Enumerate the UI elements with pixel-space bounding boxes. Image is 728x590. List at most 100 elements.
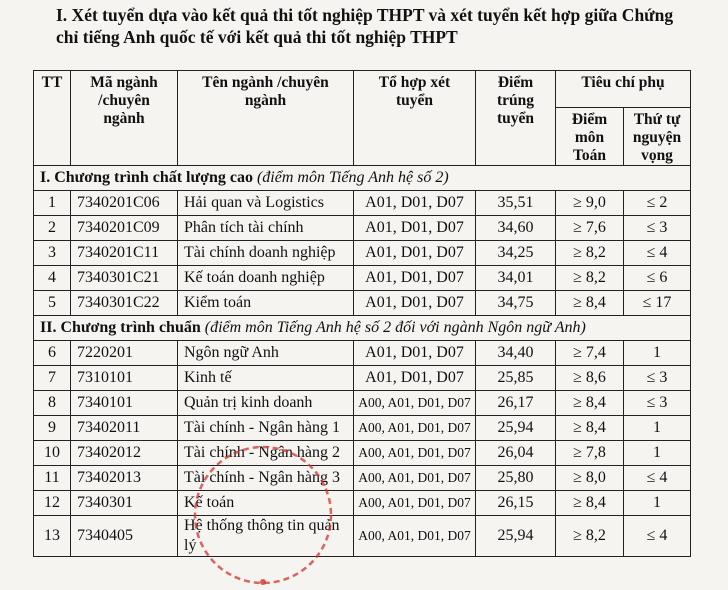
cell-score: 34,25 xyxy=(475,240,556,266)
cell-score: 34,75 xyxy=(475,290,556,316)
cell-combo: A01, D01, D07 xyxy=(353,190,476,216)
cell-combo: A01, D01, D07 xyxy=(353,340,476,366)
cell-score: 26,17 xyxy=(475,390,556,416)
cell-math: ≥ 8,4 xyxy=(555,490,624,516)
cell-tt: 12 xyxy=(33,490,71,516)
cell-combo: A01, D01, D07 xyxy=(353,215,476,241)
cell-tt: 13 xyxy=(33,515,71,557)
document-title: I. Xét tuyển dựa vào kết quả thi tốt ngh… xyxy=(56,4,706,48)
table-row: 1 7340201C06 Hải quan và Logistics A01, D01… xyxy=(33,190,692,216)
cell-score: 25,94 xyxy=(475,415,556,441)
cell-code: 73402013 xyxy=(70,465,178,491)
cell-score: 26,04 xyxy=(475,440,556,466)
header-math: Điểm môn Toán xyxy=(555,107,624,166)
cell-math: ≥ 7,8 xyxy=(555,440,624,466)
cell-score: 25,94 xyxy=(475,515,556,557)
section-row: II. Chương trình chuẩn (điểm môn Tiếng A… xyxy=(32,315,692,341)
cell-math: ≥ 8,2 xyxy=(555,265,624,291)
section-title-text: I. Chương trình chất lượng cao xyxy=(40,169,253,186)
cell-combo: A00, A01, D01, D07 xyxy=(353,440,476,466)
cell-code: 7220201 xyxy=(70,340,178,366)
cell-math: ≥ 8,6 xyxy=(555,365,624,391)
cell-order: 1 xyxy=(622,440,692,466)
cell-tt: 11 xyxy=(33,465,71,491)
table-row: 5 7340301C22 Kiểm toán A01, D01, D07 34,75 ≥ … xyxy=(33,290,692,316)
header-tt: TT xyxy=(33,70,71,166)
cell-combo: A01, D01, D07 xyxy=(353,240,476,266)
cell-tt: 3 xyxy=(33,240,71,266)
section-row: I. Chương trình chất lượng cao (điểm môn… xyxy=(32,165,692,191)
cell-name: Quản trị kinh doanh xyxy=(177,390,354,416)
header-order: Thứ tự nguyện vọng xyxy=(622,107,692,166)
cell-order: ≤ 2 xyxy=(622,190,692,216)
header-combo: Tổ hợp xét tuyển xyxy=(353,70,476,166)
cell-code: 7340201C06 xyxy=(70,190,178,216)
section-note: (điểm môn Tiếng Anh hệ số 2 đối với ngàn… xyxy=(204,319,586,336)
table-row: 8 7340101 Quản trị kinh doanh A00, A01, D01… xyxy=(33,390,692,416)
cell-name: Kế toán doanh nghiệp xyxy=(177,265,354,291)
cell-tt: 6 xyxy=(33,340,71,366)
cell-tt: 7 xyxy=(33,365,71,391)
cell-order: 1 xyxy=(622,415,692,441)
cell-combo: A00, A01, D01, D07 xyxy=(353,490,476,516)
cell-math: ≥ 8,4 xyxy=(555,415,624,441)
cell-math: ≥ 9,0 xyxy=(555,190,624,216)
cell-order: ≤ 4 xyxy=(622,240,692,266)
cell-code: 7340301C21 xyxy=(70,265,178,291)
section-note: (điểm môn Tiếng Anh hệ số 2) xyxy=(256,169,449,186)
cell-score: 34,60 xyxy=(475,215,556,241)
cell-name: Phân tích tài chính xyxy=(177,215,354,241)
cell-order: 1 xyxy=(622,490,692,516)
cell-code: 73402011 xyxy=(70,415,178,441)
cell-name: Tài chính doanh nghiệp xyxy=(177,240,354,266)
cell-code: 7340101 xyxy=(70,390,178,416)
cell-name: Tài chính - Ngân hàng 1 xyxy=(177,415,354,441)
table-body: I. Chương trình chất lượng cao (điểm môn… xyxy=(32,165,692,557)
cell-code: 7340301C22 xyxy=(70,290,178,316)
table-row: 13 7340405 Hệ thống thông tin quản lý A00, … xyxy=(33,515,692,557)
cell-name: Tài chính - Ngân hàng 2 xyxy=(177,440,354,466)
cell-math: ≥ 8,2 xyxy=(555,240,624,266)
cell-math: ≥ 8,2 xyxy=(555,515,624,557)
cell-combo: A01, D01, D07 xyxy=(353,365,476,391)
cell-combo: A01, D01, D07 xyxy=(353,290,476,316)
cell-combo: A00, A01, D01, D07 xyxy=(353,515,476,557)
cell-tt: 8 xyxy=(33,390,71,416)
cell-tt: 2 xyxy=(33,215,71,241)
table-row: 7 7310101 Kinh tế A01, D01, D07 25,85 ≥ 8,6 ≤ … xyxy=(33,365,692,391)
table-row: 10 73402012 Tài chính - Ngân hàng 2 A00, A0… xyxy=(33,440,692,466)
table-row: 6 7220201 Ngôn ngữ Anh A01, D01, D07 34,40 ≥ … xyxy=(33,340,692,366)
cell-name: Hệ thống thông tin quản lý xyxy=(177,515,354,557)
cell-code: 7340301 xyxy=(70,490,178,516)
cell-combo: A00, A01, D01, D07 xyxy=(353,390,476,416)
section-title-text: II. Chương trình chuẩn xyxy=(40,319,201,336)
table-row: 12 7340301 Kế toán A00, A01, D01, D07 26,15 ≥… xyxy=(33,490,692,516)
table-row: 9 73402011 Tài chính - Ngân hàng 1 A00, A01… xyxy=(33,415,692,441)
cell-math: ≥ 8,0 xyxy=(555,465,624,491)
cell-combo: A00, A01, D01, D07 xyxy=(353,465,476,491)
cell-name: Kế toán xyxy=(177,490,354,516)
cell-math: ≥ 7,6 xyxy=(555,215,624,241)
cell-math: ≥ 8,4 xyxy=(555,390,624,416)
table-row: 11 73402013 Tài chính - Ngân hàng 3 A00, A0… xyxy=(33,465,692,491)
header-code: Mã ngành /chuyên ngành xyxy=(70,70,178,166)
cell-score: 26,15 xyxy=(475,490,556,516)
cell-code: 7340405 xyxy=(70,515,178,557)
table-row: 4 7340301C21 Kế toán doanh nghiệp A01, D01,… xyxy=(33,265,692,291)
cell-tt: 1 xyxy=(33,190,71,216)
cell-tt: 4 xyxy=(33,265,71,291)
title-line-1: I. Xét tuyển dựa vào kết quả thi tốt ngh… xyxy=(56,5,674,25)
cell-score: 35,51 xyxy=(475,190,556,216)
cell-combo: A00, A01, D01, D07 xyxy=(353,415,476,441)
cell-tt: 10 xyxy=(33,440,71,466)
table-row: 3 7340201C11 Tài chính doanh nghiệp A01, D0… xyxy=(33,240,692,266)
cell-order: 1 xyxy=(622,340,692,366)
cell-order: ≤ 6 xyxy=(622,265,692,291)
cell-tt: 5 xyxy=(33,290,71,316)
cell-name: Kinh tế xyxy=(177,365,354,391)
cell-order: ≤ 3 xyxy=(622,215,692,241)
cell-score: 34,01 xyxy=(475,265,556,291)
cell-math: ≥ 7,4 xyxy=(555,340,624,366)
cell-code: 7340201C09 xyxy=(70,215,178,241)
cell-order: ≤ 17 xyxy=(622,290,692,316)
